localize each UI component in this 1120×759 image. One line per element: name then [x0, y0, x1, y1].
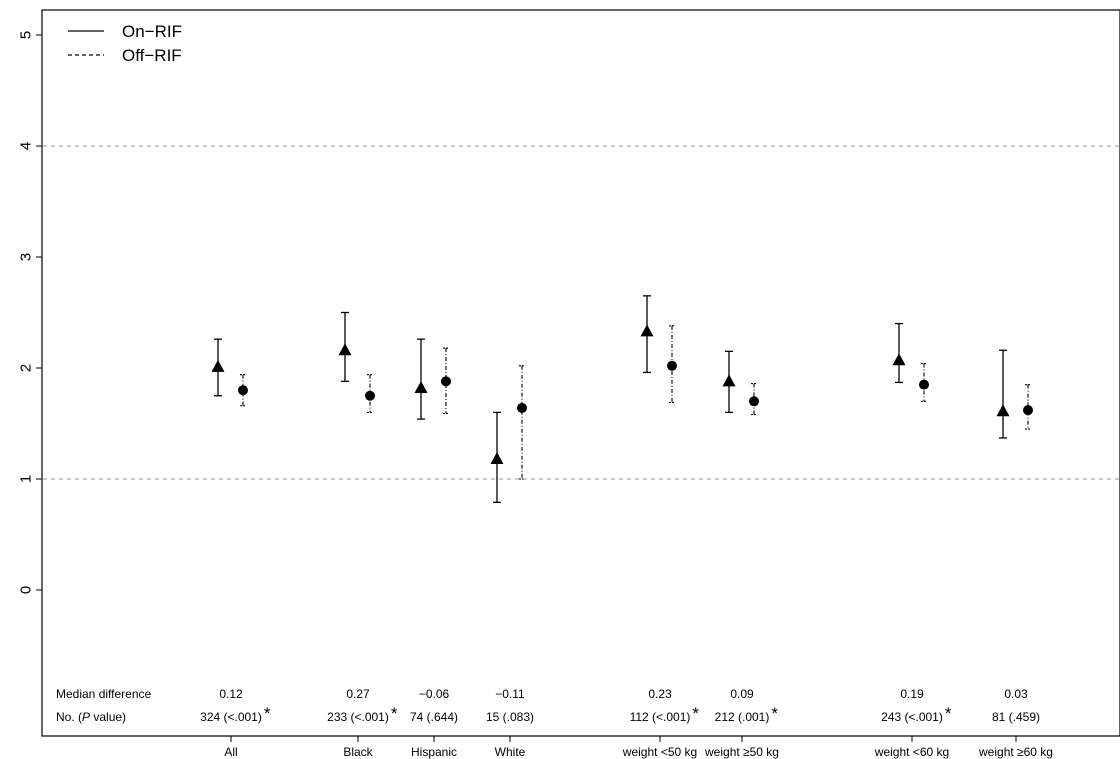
n-p-value: 212 (.001) [715, 710, 770, 724]
median-difference-value: 0.12 [219, 687, 243, 701]
off-rif-point [365, 390, 375, 401]
n-p-value: 15 (.083) [486, 710, 534, 724]
y-tick-label: 5 [18, 31, 35, 39]
n-p-row-label: No. (P value) [56, 710, 126, 724]
significance-asterisk: * [692, 704, 699, 723]
x-tick-label: weight <50 kg [622, 745, 697, 759]
on-rif-point [892, 353, 906, 366]
on-rif-point [722, 374, 736, 387]
x-tick-label: weight ≥50 kg [704, 745, 779, 759]
off-rif-point [919, 379, 929, 390]
median-difference-value: −0.06 [419, 687, 450, 701]
y-tick-label: 3 [18, 253, 35, 261]
off-rif-point [1023, 405, 1033, 416]
on-rif-point [640, 324, 654, 337]
median-difference-value: 0.27 [346, 687, 370, 701]
legend-label: On−RIF [122, 22, 182, 41]
on-rif-point [996, 404, 1010, 417]
significance-asterisk: * [771, 704, 778, 723]
significance-asterisk: * [945, 704, 952, 723]
on-rif-point [414, 380, 428, 393]
x-tick-label: Hispanic [411, 745, 457, 759]
x-tick-label: weight <60 kg [874, 745, 949, 759]
x-tick-label: White [495, 745, 526, 759]
median-difference-value: 0.19 [900, 687, 924, 701]
y-tick-label: 4 [18, 142, 35, 150]
median-difference-value: 0.23 [648, 687, 672, 701]
x-tick-label: All [224, 745, 237, 759]
significance-asterisk: * [391, 704, 398, 723]
x-tick-label: Black [343, 745, 373, 759]
significance-asterisk: * [264, 704, 271, 723]
off-rif-point [441, 376, 451, 387]
y-tick-label: 1 [18, 475, 35, 483]
n-p-value: 112 (<.001) [630, 710, 691, 724]
off-rif-point [667, 360, 677, 371]
median-difference-value: −0.11 [495, 687, 525, 701]
median-difference-value: 0.09 [730, 687, 754, 701]
on-rif-point [490, 452, 504, 465]
median-difference-row-label: Median difference [56, 687, 152, 701]
n-p-value: 81 (.459) [992, 710, 1040, 724]
legend-label: Off−RIF [122, 46, 182, 65]
x-tick-label: weight ≥60 kg [978, 745, 1053, 759]
legend: On−RIF Off−RIF [68, 22, 182, 65]
y-tick-label: 0 [18, 586, 35, 594]
off-rif-point [749, 396, 759, 407]
n-p-value: 233 (<.001) [327, 710, 389, 724]
on-rif-point [211, 359, 225, 372]
n-p-value: 243 (<.001) [881, 710, 943, 724]
median-difference-value: 0.03 [1004, 687, 1028, 701]
plot-frame [41, 9, 1120, 737]
y-tick-label: 2 [18, 364, 35, 372]
off-rif-point [238, 385, 248, 396]
on-rif-point [338, 343, 352, 356]
n-p-value: 324 (<.001) [200, 710, 262, 724]
n-p-value: 74 (.644) [410, 710, 458, 724]
off-rif-point [517, 402, 527, 413]
